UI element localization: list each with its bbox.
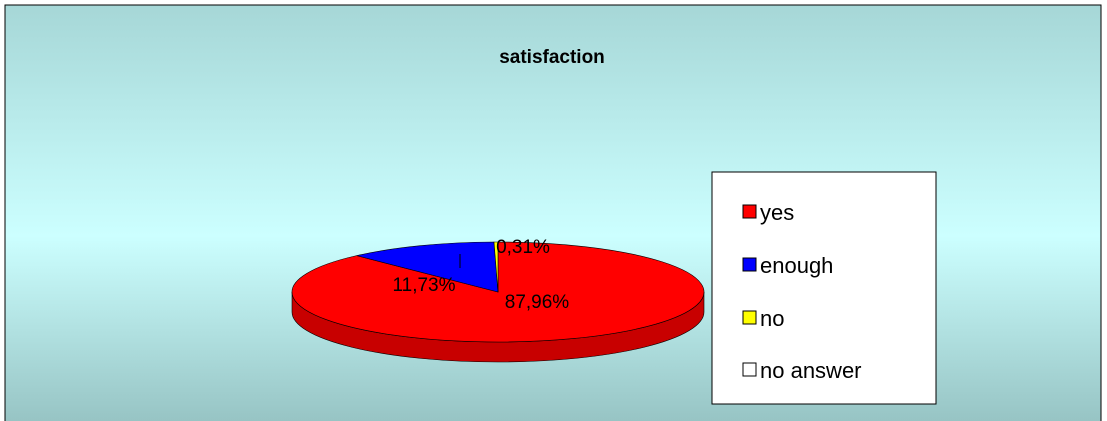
data-label-yes: 87,96% xyxy=(505,292,570,313)
data-labels: 87,96% 11,73% 0,31% xyxy=(392,237,569,313)
legend-swatch-enough xyxy=(742,257,757,272)
legend-label-no: no xyxy=(760,306,784,331)
legend-label-enough: enough xyxy=(760,253,833,278)
pie-slice-no xyxy=(493,241,499,293)
data-label-enough: 11,73% xyxy=(392,275,455,296)
legend-label-yes: yes xyxy=(760,200,794,225)
pie-slice-enough xyxy=(356,241,499,293)
legend-label-no-answer: no answer xyxy=(760,358,862,383)
data-label-no: 0,31% xyxy=(496,237,550,258)
pie-slice-yes xyxy=(291,241,705,343)
legend: yes enough no no answer xyxy=(711,171,937,405)
legend-swatch-no-answer xyxy=(742,362,757,377)
pie xyxy=(291,241,705,363)
chart-title: satisfaction xyxy=(499,47,605,68)
legend-swatch-no xyxy=(742,310,757,325)
legend-swatch-yes xyxy=(742,204,757,219)
